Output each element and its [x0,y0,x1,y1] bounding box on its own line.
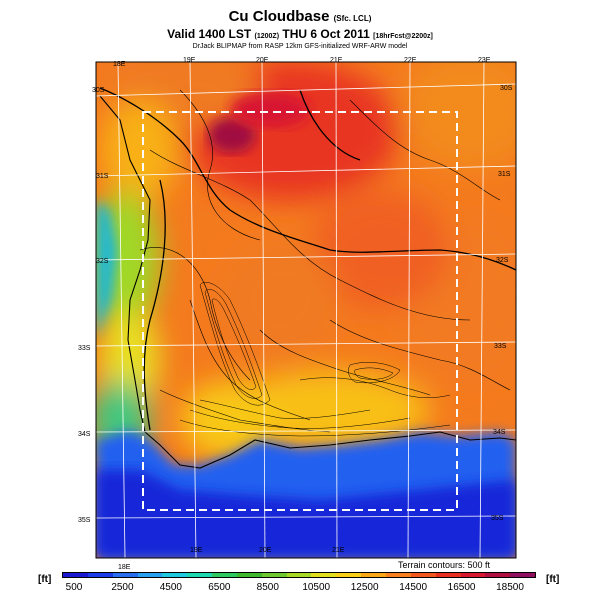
forecast-tag: [18hrFcst@2200z] [373,33,433,40]
lon-label-top: 19E [183,57,196,64]
colorbar-swatch [361,573,386,577]
colorbar-tick-label: 8500 [256,582,279,593]
lon-label-top: 22E [404,57,417,64]
inner-domain-box [142,111,458,511]
colorbar-swatch [385,573,411,577]
valid-date: THU 6 Oct 2011 [282,27,370,41]
colorbar-swatch [187,573,213,577]
colorbar-swatch [510,573,536,577]
lat-label-right: 31S [498,171,511,178]
lat-label-right: 33S [494,343,507,350]
lon-label-bottom: 20E [259,547,272,554]
model-credit: DrJack BLIPMAP from RASP 12km GFS-initia… [192,43,408,50]
colorbar-swatch [460,573,486,577]
colorbar-swatch [212,573,237,577]
lat-label-right: 30S [500,85,513,92]
colorbar-tick-label: 16500 [447,582,476,593]
colorbar-swatch [261,573,287,577]
colorbar-unit-left: [ft] [38,574,52,585]
colorbar-swatch [286,573,312,577]
colorbar-tick-label: 500 [65,582,83,593]
colorbar-tick-label: 2500 [111,582,134,593]
colorbar-swatch [236,573,262,577]
colorbar-swatch [336,573,362,577]
lon-label-bottom: 21E [332,547,345,554]
colorbar-unit-right: [ft] [546,574,560,585]
colorbar-tick-label: 4500 [159,582,182,593]
colorbar-swatch [311,573,337,577]
colorbar-swatch [87,573,113,577]
colorbar-swatch [63,573,88,577]
colorbar-swatch [435,573,461,577]
colorbar-tick-label: 14500 [399,582,428,593]
terrain-contour-note: Terrain contours: 500 ft [398,560,491,570]
lat-label-right: 32S [496,257,509,264]
lat-label-left: 31S [96,173,109,180]
lat-label-left: 34S [78,431,91,438]
lon-label-top: 21E [330,57,343,64]
lat-label-right: 35S [491,515,504,522]
colorbar-swatch [137,573,163,577]
colorbar-tick-label: 6500 [208,582,231,593]
colorbar [62,572,536,578]
valid-zulu: (1200Z) [254,33,280,40]
lon-label-bottom: 18E [118,564,131,571]
lat-label-left: 35S [78,517,91,524]
cloudbase-field [96,62,516,558]
valid-time-line: Valid 1400 LST (1200Z) THU 6 Oct 2011 [1… [0,27,600,41]
lon-label-top: 18E [113,61,126,68]
map-frame [95,61,517,559]
map-title: Cu Cloudbase (Sfc. LCL) [0,8,600,25]
lon-label-top: 20E [256,57,269,64]
title-text: Cu Cloudbase [228,8,330,25]
title-suffix: (Sfc. LCL) [333,14,372,23]
lat-label-left: 33S [78,345,91,352]
lat-label-left: 32S [96,258,109,265]
valid-time: Valid 1400 LST [167,27,252,41]
lat-label-left: 30S [92,87,105,94]
colorbar-swatch [485,573,511,577]
lon-label-top: 23E [478,57,491,64]
colorbar-tick-label: 18500 [496,582,524,593]
colorbar-tick-label: 12500 [350,582,379,593]
colorbar-tick-label: 10500 [302,582,331,593]
colorbar-swatch [162,573,188,577]
lon-label-bottom: 19E [190,547,203,554]
colorbar-swatch [410,573,436,577]
colorbar-swatch [112,573,138,577]
lat-label-right: 34S [493,429,506,436]
